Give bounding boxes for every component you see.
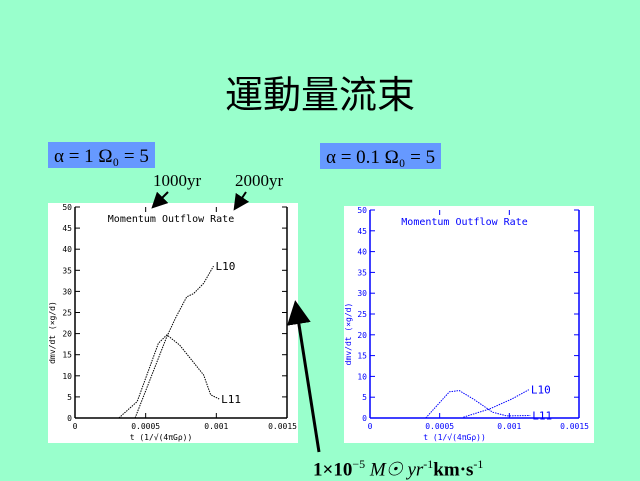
unit-exp3: -1 (473, 457, 484, 471)
chart-title: Momentum Outflow Rate (401, 217, 527, 228)
chart-left-panel: 0 5 10 15 20 25 30 35 40 45 50 0 0.0005 0.001 0.0015 Mo… (48, 203, 298, 443)
y-tick-label: 35 (62, 266, 72, 275)
y-tick-label: 15 (357, 352, 367, 361)
y-tick-label: 30 (62, 287, 72, 296)
y-tick-label: 5 (362, 393, 367, 402)
x-tick-label: 0 (368, 422, 373, 431)
chart-title: Momentum Outflow Rate (108, 214, 234, 225)
y-tick-label: 50 (62, 203, 72, 212)
y-axis-label: dmv/dt (×g/d) (48, 301, 57, 364)
series-label-l11: L11 (221, 393, 241, 406)
series-label-l10: L10 (531, 384, 551, 397)
left-parameter-label: α = 1 Ω₀ = 5 (48, 142, 155, 168)
x-tick-label: 0.001 (497, 422, 521, 431)
chart-left: 0 5 10 15 20 25 30 35 40 45 50 0 0.0005 0.001 0.0015 Mo… (48, 203, 297, 442)
slide-title: 運動量流束 (224, 73, 415, 117)
y-tick-label: 45 (357, 227, 367, 236)
y-tick-label: 15 (62, 351, 72, 360)
label-1000yr: 1000yr (153, 171, 202, 190)
y-tick-label: 40 (357, 248, 367, 257)
series-line-l11 (425, 390, 531, 419)
label-2000yr: 2000yr (235, 171, 284, 190)
x-tick-label: 0.001 (204, 422, 228, 431)
x-axis-label: t (1/√(4πGρ)) (423, 433, 486, 442)
unit-label: 1×10−5 M☉ yr-1km·s-1 (313, 453, 483, 481)
y-tick-label: 45 (62, 224, 72, 233)
right-parameter-label: α = 0.1 Ω₀ = 5 (320, 143, 442, 169)
chart-right-panel: 0 5 10 15 20 25 30 35 40 45 50 0 0.0005 0.001 0.0015 Mo… (344, 206, 594, 443)
unit-exp: −5 (352, 457, 366, 471)
y-tick-label: 35 (357, 268, 367, 277)
y-tick-label: 10 (357, 372, 367, 381)
unit-exp2: -1 (423, 457, 434, 471)
x-tick-label: 0.0005 (131, 422, 160, 431)
x-tick-label: 0 (73, 422, 78, 431)
series-label-l10: L10 (216, 260, 236, 273)
y-tick-label: 50 (357, 206, 367, 215)
arrow-1000yr (151, 191, 169, 209)
y-tick-label: 20 (357, 331, 367, 340)
arrow-unit (287, 300, 321, 453)
y-tick-label: 0 (67, 414, 72, 423)
x-axis-label: t (1/√(4πGρ)) (130, 433, 193, 442)
series-line-l10 (134, 265, 214, 419)
y-tick-label: 5 (67, 393, 72, 402)
y-tick-label: 10 (62, 372, 72, 381)
y-tick-label: 40 (62, 245, 72, 254)
y-tick-label: 0 (362, 414, 367, 423)
x-tick-label: 0.0015 (268, 422, 297, 431)
unit-main: 1×10 (313, 459, 353, 481)
x-tick-label: 0.0005 (425, 422, 454, 431)
y-tick-label: 30 (357, 289, 367, 298)
y-tick-label: 20 (62, 330, 72, 339)
series-line-l11 (118, 334, 220, 419)
series-line-l10 (463, 389, 530, 418)
series-label-l11: L11 (532, 410, 552, 423)
y-axis-label: dmv/dt (×g/d) (344, 303, 353, 366)
y-tick-label: 25 (62, 309, 72, 318)
y-tick-label: 25 (357, 310, 367, 319)
unit-tail: km·s (433, 459, 474, 481)
x-tick-label: 0.0015 (560, 422, 589, 431)
chart-right: 0 5 10 15 20 25 30 35 40 45 50 0 0.0005 0.001 0.0015 Mo… (344, 206, 589, 442)
arrow-2000yr (233, 191, 250, 211)
unit-rest: M☉ yr (369, 459, 424, 481)
